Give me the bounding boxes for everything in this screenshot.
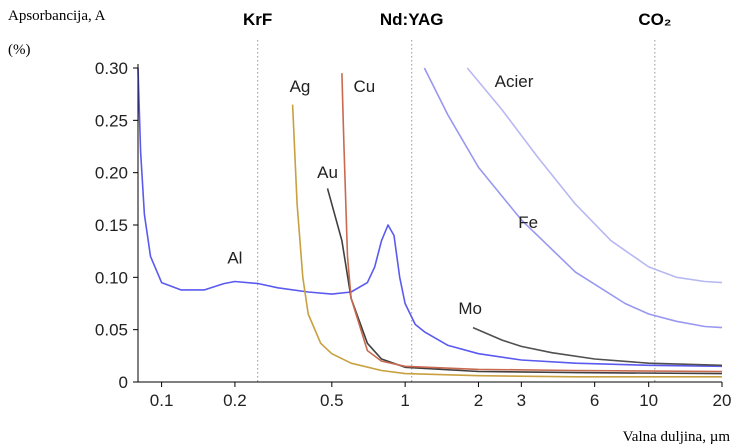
x-tick-label: 2 xyxy=(474,391,483,410)
series-layer xyxy=(137,67,723,378)
x-tick-label: 6 xyxy=(590,391,599,410)
series-line-cu xyxy=(341,73,723,373)
ticks: 0 0.05 0.10 0.15 0.20 0.25 0.30 0.1 0.2 0.5 1 2 3 6 10… xyxy=(95,59,732,410)
y-tick-label: 0 xyxy=(119,373,128,392)
series-label-mo: Mo xyxy=(458,299,482,318)
x-tick-label: 10 xyxy=(639,391,658,410)
series-label-cu: Cu xyxy=(353,77,375,96)
y-tick-label: 0.05 xyxy=(95,321,128,340)
series-labels: Al Ag Au Cu Mo Fe Acier xyxy=(227,72,538,318)
y-axis-label-line1: Apsorbancija, A xyxy=(8,8,106,24)
laser-wavelength-lines: KrF Nd:YAG CO₂ xyxy=(243,10,671,382)
series-label-au: Au xyxy=(317,163,338,182)
y-tick-label: 0.30 xyxy=(95,59,128,78)
series-line-acier xyxy=(466,67,723,284)
y-tick-label: 0.15 xyxy=(95,216,128,235)
laser-label-nd-yag: Nd:YAG xyxy=(380,10,444,29)
y-tick-label: 0.20 xyxy=(95,164,128,183)
y-tick-label: 0.10 xyxy=(95,268,128,287)
x-tick-label: 0.5 xyxy=(320,391,344,410)
series-line-al xyxy=(137,67,723,368)
series-line-fe xyxy=(423,67,723,329)
x-tick-label: 3 xyxy=(517,391,526,410)
series-label-ag: Ag xyxy=(290,77,311,96)
series-label-fe: Fe xyxy=(518,213,538,232)
x-tick-label: 0.1 xyxy=(150,391,174,410)
x-axis-label: Valna duljina, µm xyxy=(623,429,731,445)
laser-label-co: CO₂ xyxy=(638,10,671,29)
y-axis-label-line2: (%) xyxy=(8,42,31,58)
x-tick-label: 1 xyxy=(400,391,409,410)
series-label-al: Al xyxy=(227,249,242,268)
series-label-acier: Acier xyxy=(495,72,534,91)
laser-label-krf: KrF xyxy=(243,10,272,29)
y-tick-label: 0.25 xyxy=(95,111,128,130)
series-line-mo xyxy=(472,326,723,367)
series-line-au xyxy=(326,188,723,375)
x-tick-label: 20 xyxy=(713,391,732,410)
series-line-ag xyxy=(291,104,722,378)
x-tick-label: 0.2 xyxy=(223,391,247,410)
